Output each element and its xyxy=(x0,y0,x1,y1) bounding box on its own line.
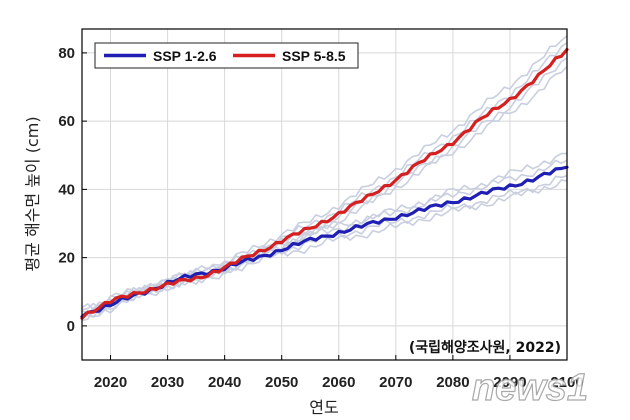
y-tick-label: 20 xyxy=(58,250,75,267)
x-tick-label: 2090 xyxy=(493,374,526,391)
x-tick-label: 2060 xyxy=(322,374,355,391)
y-tick-label: 40 xyxy=(58,181,75,198)
axis-ticks: 2020 2030 2040 2050 2060 2070 2080 2090 21000204… xyxy=(58,45,583,391)
plot-background xyxy=(82,29,567,360)
x-tick-label: 2070 xyxy=(379,374,412,391)
x-tick-label: 2080 xyxy=(436,374,469,391)
x-axis-title: 연도 xyxy=(309,398,338,417)
watermark: news1 xyxy=(472,367,588,409)
plot-frame xyxy=(81,28,568,361)
x-tick-label: 2040 xyxy=(208,374,241,391)
y-tick-label: 0 xyxy=(67,318,75,335)
y-axis-title: 평균 해수면 높이 (cm) xyxy=(23,116,42,271)
x-tick-label: 2050 xyxy=(265,374,298,391)
legend-label-ssp126: SSP 1-2.6 xyxy=(153,48,217,64)
y-tick-label: 60 xyxy=(58,113,75,130)
y-tick-label: 80 xyxy=(58,45,75,62)
x-tick-label: 2030 xyxy=(151,374,184,391)
ensemble-line xyxy=(81,35,568,314)
source-note: (국립해양조사원, 2022) xyxy=(409,340,561,356)
x-tick-label: 2100 xyxy=(550,374,583,391)
series-lines xyxy=(80,47,569,320)
legend-label-ssp585: SSP 5-8.5 xyxy=(282,48,346,64)
series-line-ssp585 xyxy=(80,47,569,320)
x-tick-label: 2020 xyxy=(94,374,127,391)
legend: SSP 1-2.6 SSP 5-8.5 xyxy=(94,42,359,69)
